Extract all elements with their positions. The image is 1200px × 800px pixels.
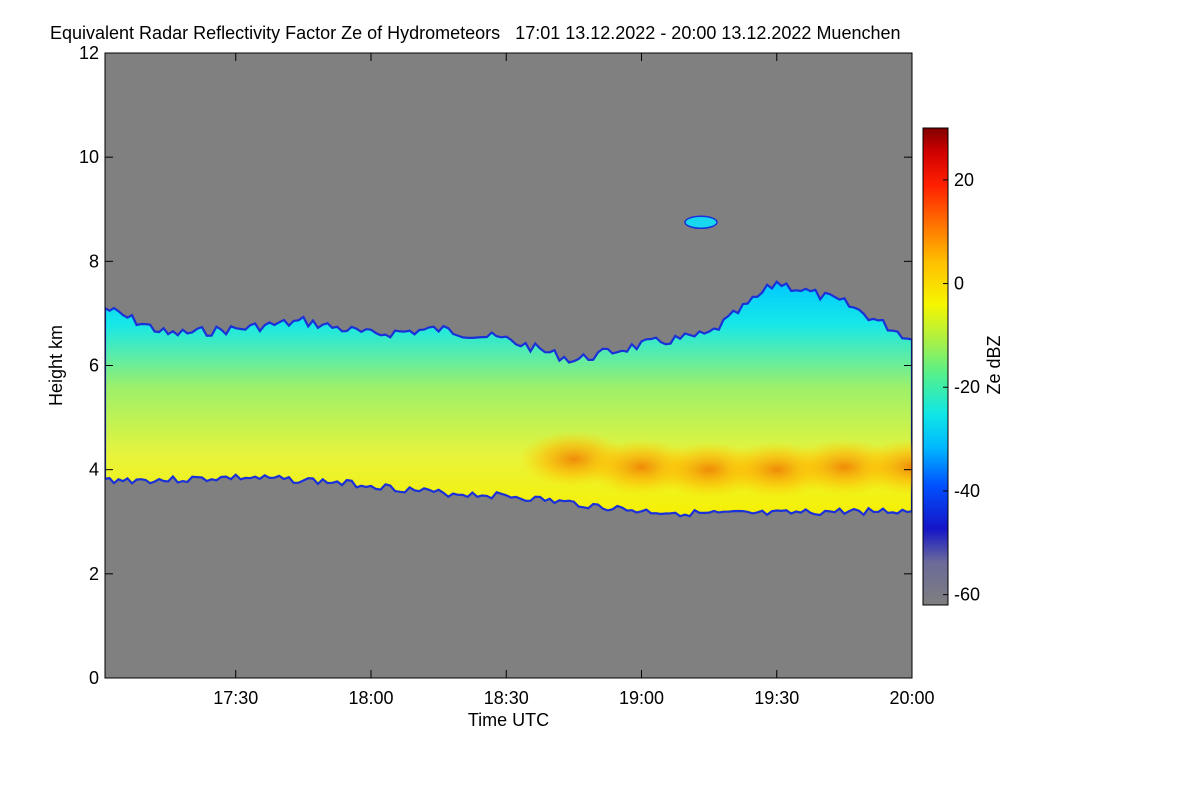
colorbar-label: Ze dBZ bbox=[984, 335, 1004, 394]
x-axis: 17:30 18:00 18:30 19:00 19:30 20:00 bbox=[213, 53, 935, 708]
y-tick-label: 2 bbox=[89, 564, 99, 584]
colorbar-tick-label: 0 bbox=[954, 274, 964, 294]
plot-area bbox=[104, 52, 913, 679]
colorbar: 20 0 -20 -40 -60 Ze dBZ bbox=[922, 127, 1004, 606]
y-tick-label: 6 bbox=[89, 356, 99, 376]
y-tick-label: 0 bbox=[89, 668, 99, 688]
x-tick-label: 17:30 bbox=[213, 688, 258, 708]
x-tick-label: 19:30 bbox=[754, 688, 799, 708]
colorbar-tick-label: -40 bbox=[954, 481, 980, 501]
y-tick-label: 4 bbox=[89, 460, 99, 480]
isolated-echo bbox=[684, 215, 718, 230]
y-axis: 0 2 4 6 8 10 12 bbox=[79, 43, 912, 688]
y-axis-label: Height km bbox=[46, 325, 66, 406]
x-tick-label: 19:00 bbox=[619, 688, 664, 708]
chart-title: Equivalent Radar Reflectivity Factor Ze … bbox=[50, 23, 901, 43]
y-tick-label: 12 bbox=[79, 43, 99, 63]
colorbar-tick-label: -60 bbox=[954, 585, 980, 605]
x-axis-label: Time UTC bbox=[468, 710, 549, 730]
x-tick-label: 18:00 bbox=[348, 688, 393, 708]
y-tick-label: 8 bbox=[89, 251, 99, 271]
reflectivity-core bbox=[857, 439, 912, 496]
colorbar-scale bbox=[922, 127, 949, 606]
x-tick-label: 20:00 bbox=[889, 688, 934, 708]
colorbar-tick-label: -20 bbox=[954, 377, 980, 397]
colorbar-tick-label: 20 bbox=[954, 170, 974, 190]
x-tick-label: 18:30 bbox=[484, 688, 529, 708]
y-tick-label: 10 bbox=[79, 147, 99, 167]
